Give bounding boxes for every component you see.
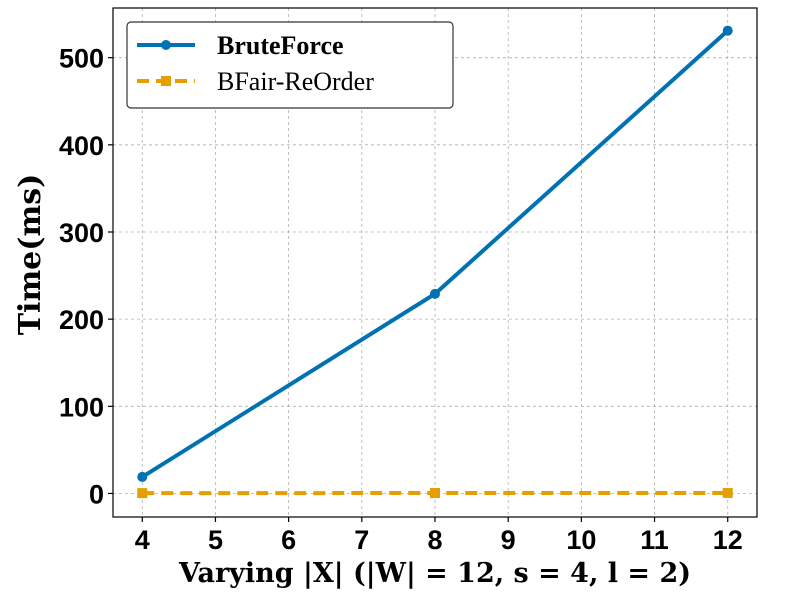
y-tick-label: 500 xyxy=(59,44,104,74)
x-tick-label: 10 xyxy=(566,525,596,555)
legend-box xyxy=(126,21,454,109)
x-tick-label: 8 xyxy=(427,525,442,555)
x-tick-label: 11 xyxy=(640,525,669,555)
legend-marker xyxy=(161,76,171,86)
data-point xyxy=(137,471,148,482)
series-layer xyxy=(137,25,733,499)
ticks: 4 5 6 7 8 9 10 11 12 0 100 200 300 400 500 xyxy=(59,44,743,555)
data-point xyxy=(137,488,148,499)
y-tick-label: 400 xyxy=(59,131,104,161)
y-axis-title: Time(ms) xyxy=(13,174,48,336)
y-tick-label: 0 xyxy=(89,479,104,509)
data-point xyxy=(430,288,440,299)
x-tick-label: 6 xyxy=(281,525,296,555)
x-tick-label: 12 xyxy=(713,525,743,555)
y-tick-label: 100 xyxy=(59,392,104,422)
x-tick-label: 7 xyxy=(354,525,369,555)
legend-label: BFair-ReOrder xyxy=(217,67,374,96)
data-point xyxy=(722,487,733,498)
x-tick-label: 9 xyxy=(501,525,516,555)
legend-marker xyxy=(161,40,171,50)
legend-label: BruteForce xyxy=(217,31,344,60)
y-tick-label: 300 xyxy=(59,218,104,248)
data-point xyxy=(722,25,733,36)
y-tick-label: 200 xyxy=(59,305,104,335)
x-axis-title: Varying |X| (|W| = 12, s = 4, l = 2) xyxy=(178,558,691,589)
legend: BruteForce BFair-ReOrder xyxy=(126,21,454,109)
data-point xyxy=(430,488,440,499)
x-tick-label: 5 xyxy=(208,525,223,555)
x-tick-label: 4 xyxy=(135,525,150,555)
